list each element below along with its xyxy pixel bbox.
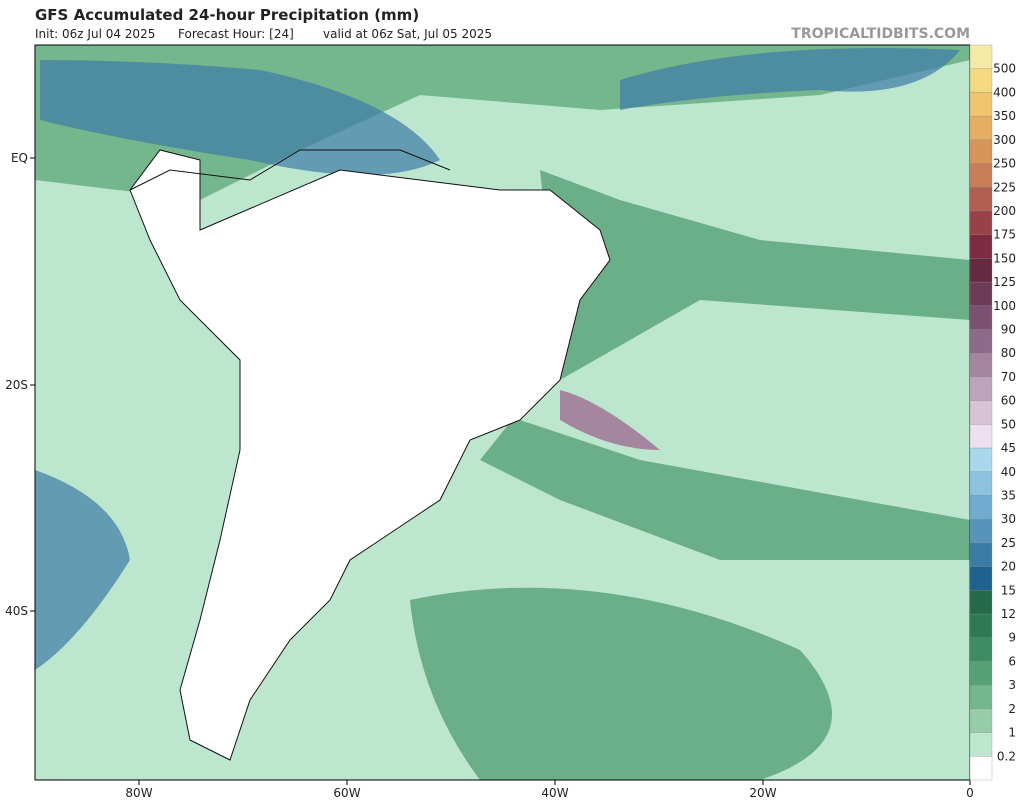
precip-core [560, 390, 660, 450]
lon-label: 40W [541, 786, 568, 800]
colorbar-label: 45 [1001, 441, 1016, 455]
lat-label: 20S [5, 378, 28, 392]
colorbar-label: 70 [1001, 370, 1016, 384]
colorbar-swatch [969, 400, 993, 425]
colorbar-swatch [969, 495, 993, 520]
title: GFS Accumulated 24-hour Precipitation (m… [35, 6, 419, 24]
colorbar-swatch [969, 424, 993, 449]
precip-core [40, 60, 440, 175]
forecast-hour: Forecast Hour: [24] [178, 27, 294, 41]
colorbar-swatch [969, 68, 993, 93]
colorbar-label: 350 [993, 109, 1016, 123]
colorbar-swatch [969, 92, 993, 117]
colorbar-label: 300 [993, 133, 1016, 147]
colorbar-label: 0.2 [997, 749, 1016, 763]
lat-label: EQ [11, 151, 28, 165]
map [34, 44, 971, 781]
lon-label: 20W [749, 786, 776, 800]
valid-time: valid at 06z Sat, Jul 05 2025 [323, 27, 492, 41]
colorbar-swatch [969, 756, 993, 781]
precip-core [35, 470, 130, 670]
colorbar-swatch [969, 258, 993, 283]
precip-core [620, 48, 960, 110]
lon-label: 80W [125, 786, 152, 800]
precip-band [410, 587, 832, 780]
colorbar-label: 90 [1001, 323, 1016, 337]
colorbar-label: 200 [993, 204, 1016, 218]
colorbar-label: 35 [1001, 488, 1016, 502]
colorbar-swatch [969, 566, 993, 591]
colorbar-label: 9 [1008, 631, 1016, 645]
colorbar-swatch [969, 187, 993, 212]
colorbar-label: 60 [1001, 394, 1016, 408]
colorbar-swatch [969, 637, 993, 662]
colorbar-label: 400 [993, 85, 1016, 99]
colorbar-swatch [969, 685, 993, 710]
colorbar-label: 175 [993, 228, 1016, 242]
colorbar-label: 100 [993, 299, 1016, 313]
lat-label: 40S [5, 604, 28, 618]
colorbar-swatch [969, 163, 993, 188]
colorbar-swatch [969, 471, 993, 496]
colorbar-label: 6 [1008, 654, 1016, 668]
colorbar-swatch [969, 661, 993, 686]
colorbar-label: 150 [993, 251, 1016, 265]
colorbar-swatch [969, 590, 993, 615]
colorbar-label: 225 [993, 180, 1016, 194]
colorbar-swatch [969, 234, 993, 259]
colorbar-label: 125 [993, 275, 1016, 289]
colorbar-swatch [969, 519, 993, 544]
coastline [129, 149, 451, 191]
colorbar-label: 80 [1001, 346, 1016, 360]
colorbar-swatch [969, 329, 993, 354]
colorbar-swatch [969, 305, 993, 330]
colorbar-label: 15 [1001, 583, 1016, 597]
colorbar-swatch [969, 210, 993, 235]
colorbar-label: 20 [1001, 560, 1016, 574]
colorbar-swatch [969, 447, 993, 472]
colorbar-label: 1 [1008, 726, 1016, 740]
colorbar-label: 12 [1001, 607, 1016, 621]
colorbar-swatch [969, 44, 993, 69]
colorbar-label: 500 [993, 62, 1016, 76]
colorbar-swatch [969, 353, 993, 378]
colorbar-swatch [969, 281, 993, 306]
colorbar-swatch [969, 708, 993, 733]
lon-label: 60W [333, 786, 360, 800]
colorbar-label: 40 [1001, 465, 1016, 479]
colorbar-swatch [969, 542, 993, 567]
continent-outline [129, 149, 611, 761]
colorbar-swatch [969, 115, 993, 140]
site-name: TROPICALTIDBITS.COM [791, 26, 970, 42]
colorbar-swatch [969, 139, 993, 164]
colorbar-swatch [969, 732, 993, 757]
colorbar-label: 30 [1001, 512, 1016, 526]
colorbar-swatch [969, 376, 993, 401]
colorbar-label: 2 [1008, 702, 1016, 716]
init-time: Init: 06z Jul 04 2025 [35, 27, 155, 41]
colorbar-label: 25 [1001, 536, 1016, 550]
colorbar-label: 3 [1008, 678, 1016, 692]
colorbar-swatch [969, 613, 993, 638]
colorbar-label: 50 [1001, 417, 1016, 431]
lon-label: 0 [966, 786, 974, 800]
colorbar-label: 250 [993, 157, 1016, 171]
